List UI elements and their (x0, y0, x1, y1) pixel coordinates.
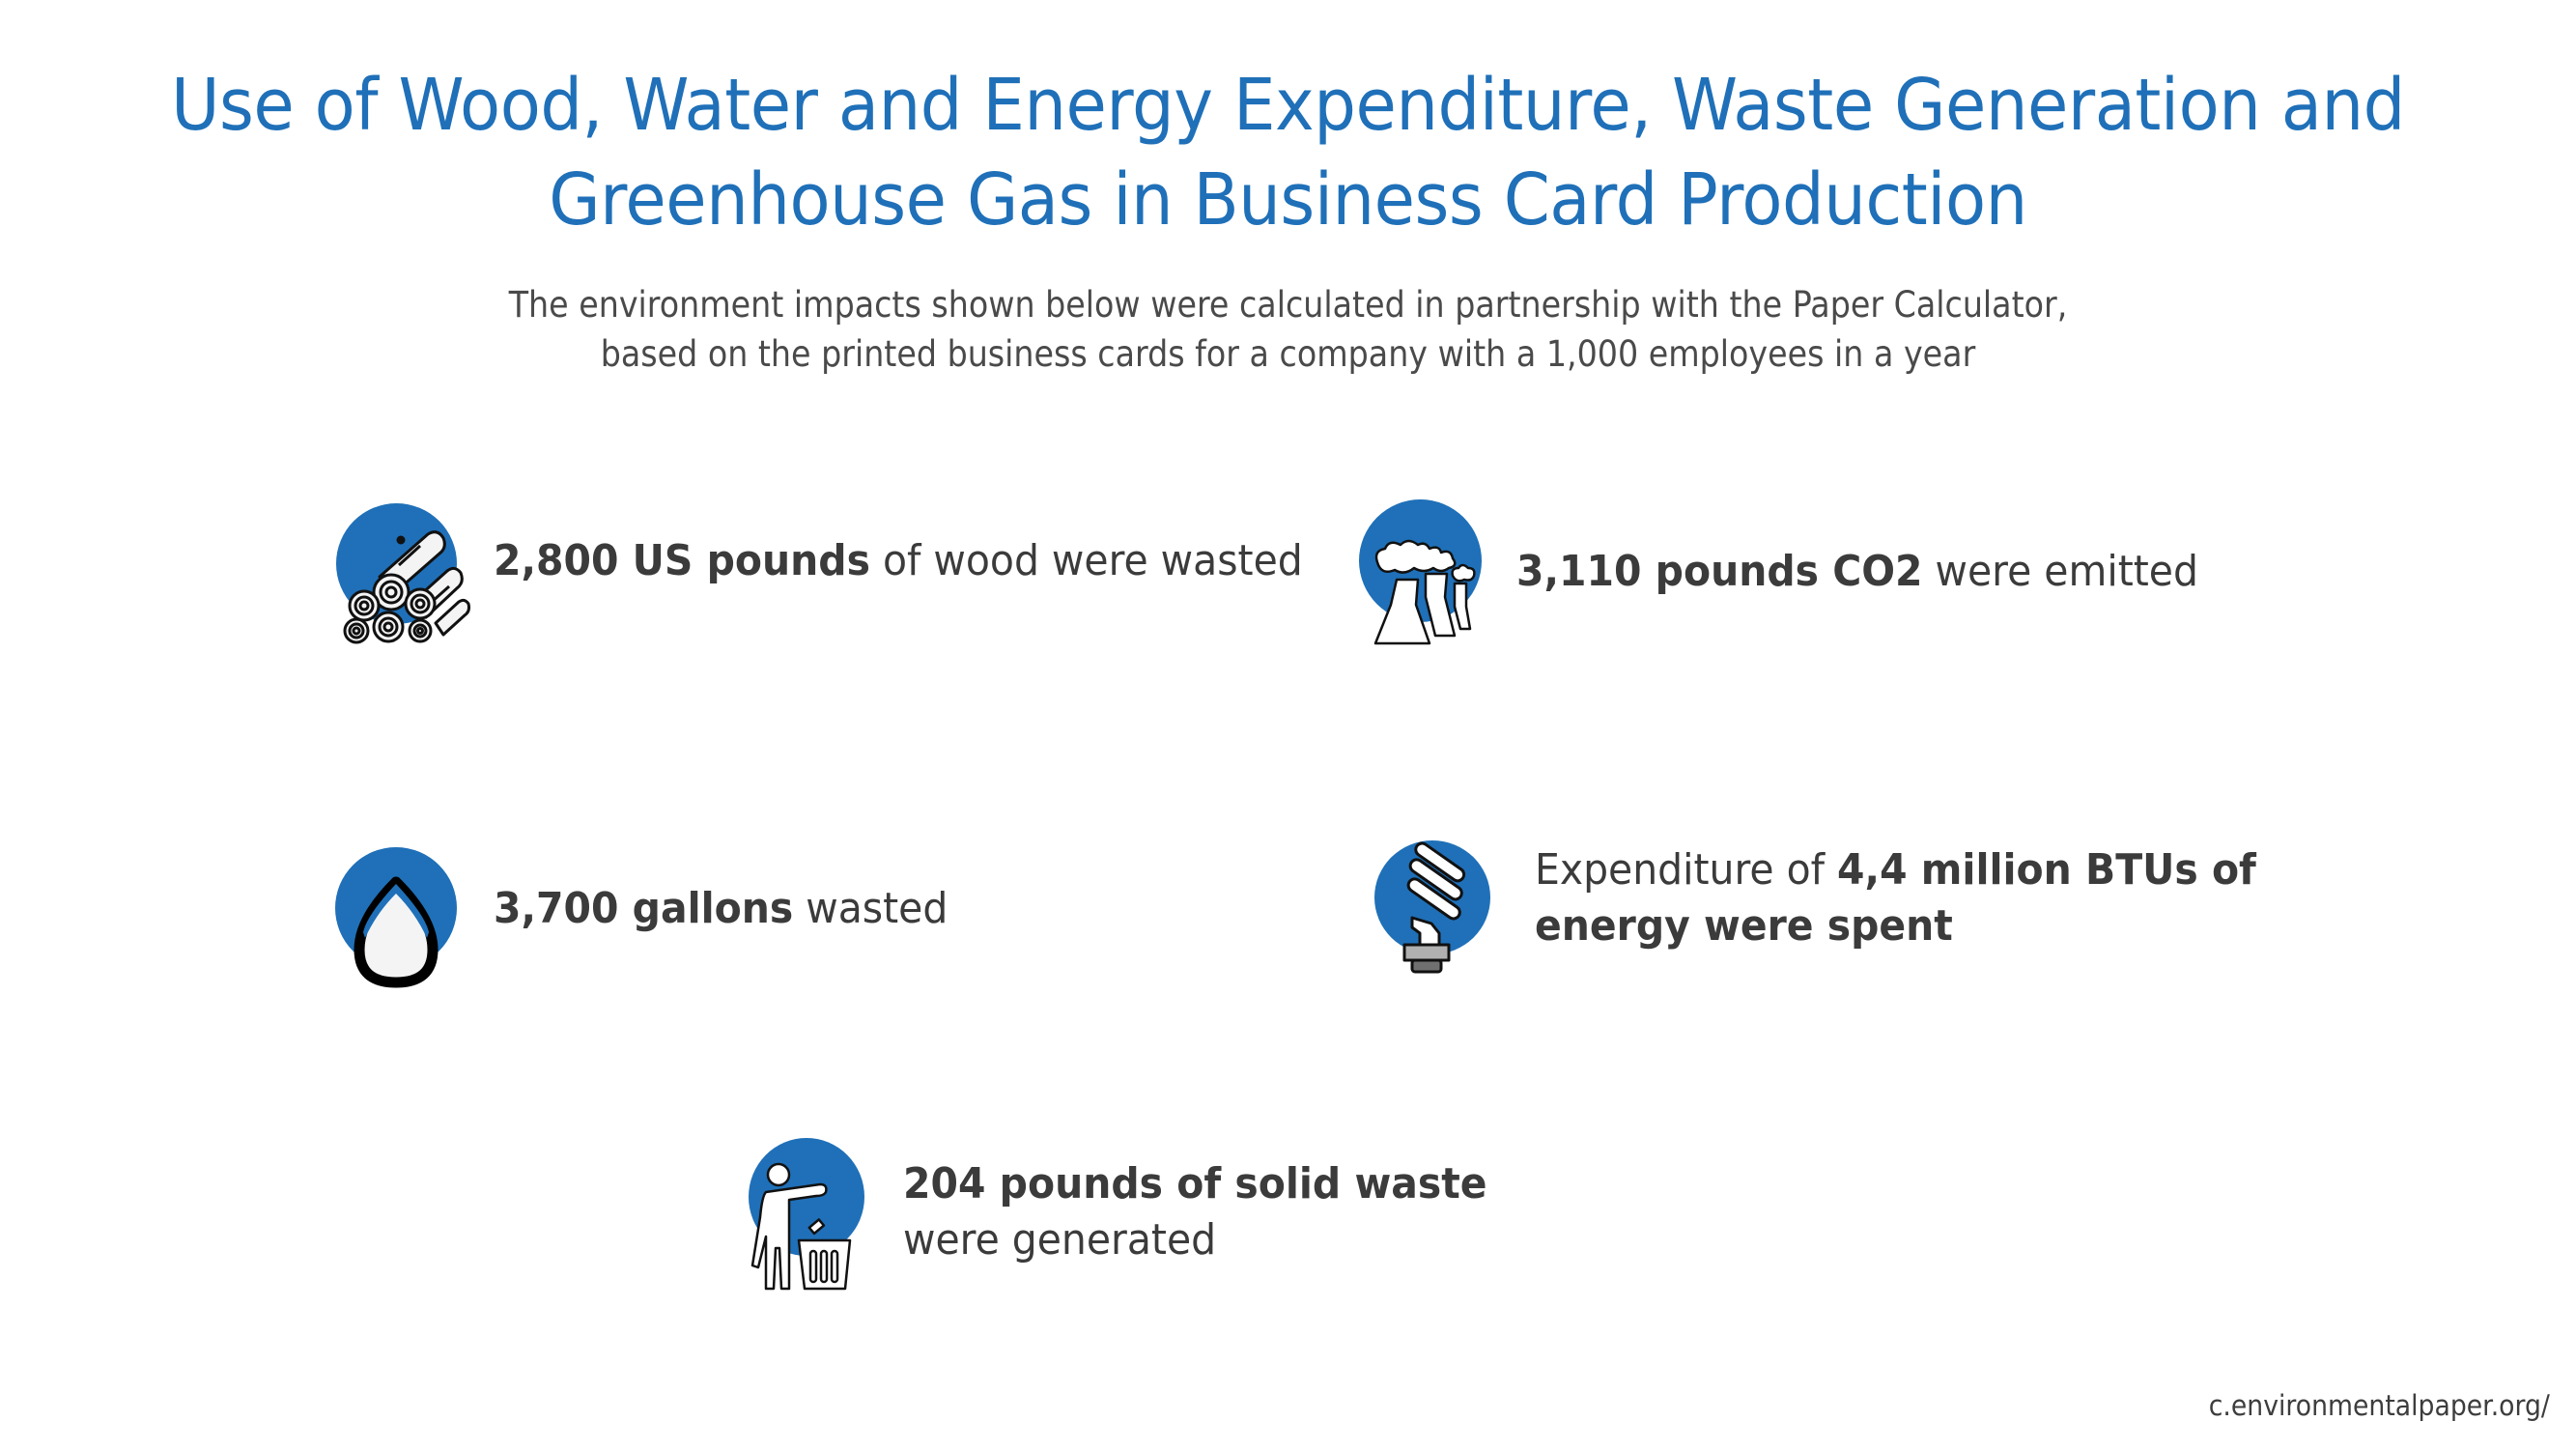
waste-stat-line-2: were generated (903, 1212, 1487, 1268)
page-subtitle: The environment impacts shown below were… (128, 280, 2447, 379)
title-line-1: Use of Wood, Water and Energy Expenditur… (171, 64, 2405, 147)
subtitle-line-2: based on the printed business cards for … (600, 333, 1976, 375)
energy-stat-text: Expenditure of 4,4 million BTUs of energ… (1535, 842, 2256, 954)
water-stat-value: 3,700 gallons (494, 884, 794, 933)
co2-stat-value: 3,110 pounds CO2 (1516, 547, 1923, 596)
title-line-2: Greenhouse Gas in Business Card Producti… (549, 158, 2027, 242)
co2-stat-text: 3,110 pounds CO2 were emitted (1516, 544, 2198, 600)
water-stat-label: wasted (793, 884, 948, 933)
waste-stat-value: 204 pounds of solid waste (903, 1159, 1487, 1208)
waste-stat-text: 204 pounds of solid waste were generated (903, 1156, 1487, 1268)
subtitle-line-1: The environment impacts shown below were… (508, 284, 2068, 326)
waste-stat-label: were generated (903, 1215, 1217, 1265)
energy-stat-line-1: Expenditure of 4,4 million BTUs of (1535, 842, 2256, 898)
person-trash-bin-icon (750, 1162, 852, 1291)
energy-stat-value: 4,4 million BTUs of (1837, 845, 2256, 895)
cfl-light-bulb-icon (1402, 841, 1466, 974)
water-drop-icon (354, 876, 439, 988)
source-link: c.environmentalpaper.org/ (2208, 1389, 2550, 1422)
wood-stat-value: 2,800 US pounds (494, 536, 870, 585)
water-stat-text: 3,700 gallons wasted (494, 881, 948, 937)
energy-stat-value-cont: energy were spent (1535, 901, 1953, 951)
co2-stat-label: were emitted (1922, 547, 2198, 596)
energy-stat-prefix: Expenditure of (1535, 845, 1838, 895)
factory-smokestack-icon (1373, 539, 1476, 645)
page-title: Use of Wood, Water and Energy Expenditur… (90, 58, 2485, 247)
energy-stat-line-2: energy were spent (1535, 898, 2256, 954)
logs-icon (343, 530, 470, 644)
wood-stat-text: 2,800 US pounds of wood were wasted (494, 533, 1303, 589)
wood-stat-label: of wood were wasted (869, 536, 1303, 585)
waste-stat-line-1: 204 pounds of solid waste (903, 1156, 1487, 1212)
